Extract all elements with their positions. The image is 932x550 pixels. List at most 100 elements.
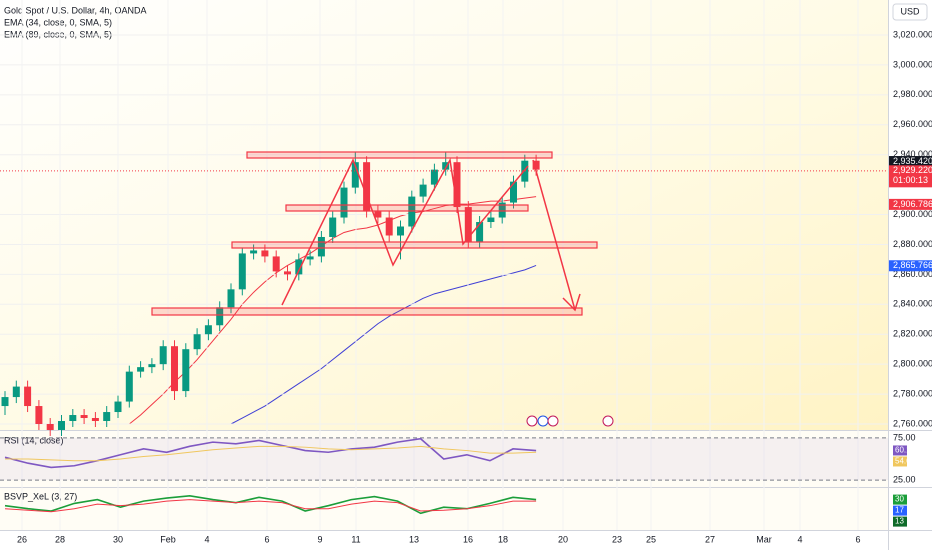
indicator-label: EMA (89, close, 0, SMA, 5) [4, 29, 112, 39]
x-tick-label: 6 [855, 534, 860, 544]
price-badge-label: 2,935.420 [893, 156, 932, 166]
price-badge [889, 260, 932, 272]
candle-body [204, 325, 212, 335]
pane-badge-label: 30 [895, 495, 904, 504]
y-tick-label: 2,780.000 [893, 388, 932, 398]
indicator-label: EMA (34, close, 0, SMA, 5) [4, 17, 112, 27]
candle-body [284, 271, 291, 275]
candle-body [182, 349, 190, 392]
ema-line [230, 264, 537, 425]
event-icon[interactable] [547, 415, 559, 427]
candle-body [227, 289, 235, 308]
y-tick-label: 2,940.000 [893, 149, 932, 159]
candle-body [272, 256, 280, 272]
candle-body [430, 169, 438, 185]
bsvp-line [4, 499, 537, 513]
y-tick-label: 25.00 [893, 474, 916, 484]
x-tick-label: 20 [558, 534, 568, 544]
pane-badge [893, 445, 907, 456]
pane-badge [893, 494, 907, 505]
x-tick-label: 11 [351, 534, 360, 544]
x-tick-label: 18 [498, 534, 508, 544]
candle-body [442, 162, 450, 170]
candle-body [464, 207, 472, 242]
candle-body [397, 226, 404, 236]
candle-body [351, 162, 359, 188]
pane-badge-label: 54.63 [895, 457, 916, 466]
candle-body [453, 162, 461, 208]
candle-body [46, 424, 54, 430]
candle-body [306, 256, 314, 260]
candle-body [238, 253, 246, 290]
y-tick-label: 75.00 [893, 432, 916, 442]
x-tick-label: 26 [17, 534, 27, 544]
event-icon[interactable] [537, 415, 549, 427]
candle-body [114, 401, 122, 413]
candle-body [35, 406, 43, 424]
y-tick-label: 2,860.000 [893, 269, 932, 279]
candle-body [295, 259, 303, 275]
candle-body [340, 187, 348, 218]
candle-body [12, 386, 20, 398]
x-tick-label: 30 [113, 534, 123, 544]
pane-badge-label: 17 [895, 506, 904, 515]
candle-body [250, 250, 258, 254]
candle-body [58, 421, 65, 430]
candle-body [171, 346, 178, 392]
bsvp-line [4, 494, 537, 515]
candle-body [103, 412, 111, 422]
candle-body [476, 222, 484, 242]
y-tick-label: 2,820.000 [893, 329, 932, 339]
candle-body [532, 160, 540, 170]
y-tick-label: 2,760.000 [893, 418, 932, 428]
pane-badge [893, 456, 907, 467]
candle-body [193, 334, 201, 350]
candle-body [521, 160, 529, 182]
candle-body [487, 217, 495, 223]
y-tick-label: 2,840.000 [893, 299, 932, 309]
y-tick-label: 3,020.000 [893, 29, 932, 39]
price-badge [889, 198, 932, 210]
candle-body [137, 367, 145, 372]
candle-body [125, 371, 133, 402]
candle-body [159, 346, 167, 365]
zone [246, 151, 553, 159]
event-icons[interactable] [526, 415, 614, 427]
currency[interactable]: USD [900, 6, 920, 16]
event-icon[interactable] [526, 415, 538, 427]
candle-body [24, 386, 32, 407]
candle-body [419, 184, 427, 197]
price-badge-label: 2,929.220 [893, 165, 932, 175]
x-tick-label: 23 [612, 534, 622, 544]
event-icon[interactable] [602, 415, 614, 427]
candle-body [385, 217, 393, 236]
drawings [151, 151, 598, 316]
price-badge-label: 2,906.786 [893, 199, 932, 209]
y-tick-label: 3,000.000 [893, 59, 932, 69]
bsvp-title: BSVP_XeL (3, 27) [4, 491, 77, 501]
currency-box[interactable] [892, 3, 928, 21]
candle-body [261, 250, 269, 257]
y-tick-label: 2,880.000 [893, 239, 932, 249]
x-tick-label: Feb [160, 534, 176, 544]
chart-title: Gold Spot / U.S. Dollar, 4h, OANDA [4, 5, 147, 15]
price-badge [889, 165, 932, 188]
y-tick-label: 2,980.000 [893, 89, 932, 99]
x-tick-label: Mar [756, 534, 772, 544]
x-tick-label: 4 [797, 534, 802, 544]
bsvp-pane [0, 488, 888, 530]
arrow-head [562, 293, 581, 312]
arrow [532, 159, 576, 311]
x-tick-label: 16 [463, 534, 473, 544]
candle-body [148, 364, 156, 368]
rsi-line [4, 437, 537, 469]
zigzag [281, 157, 529, 306]
zone [231, 241, 598, 249]
pane-badge-label: 13 [895, 517, 904, 526]
candle-body [69, 415, 77, 422]
candle-body [363, 162, 371, 212]
price-badge [889, 156, 932, 168]
pane-badge [893, 516, 907, 527]
x-tick-label: 9 [317, 534, 322, 544]
